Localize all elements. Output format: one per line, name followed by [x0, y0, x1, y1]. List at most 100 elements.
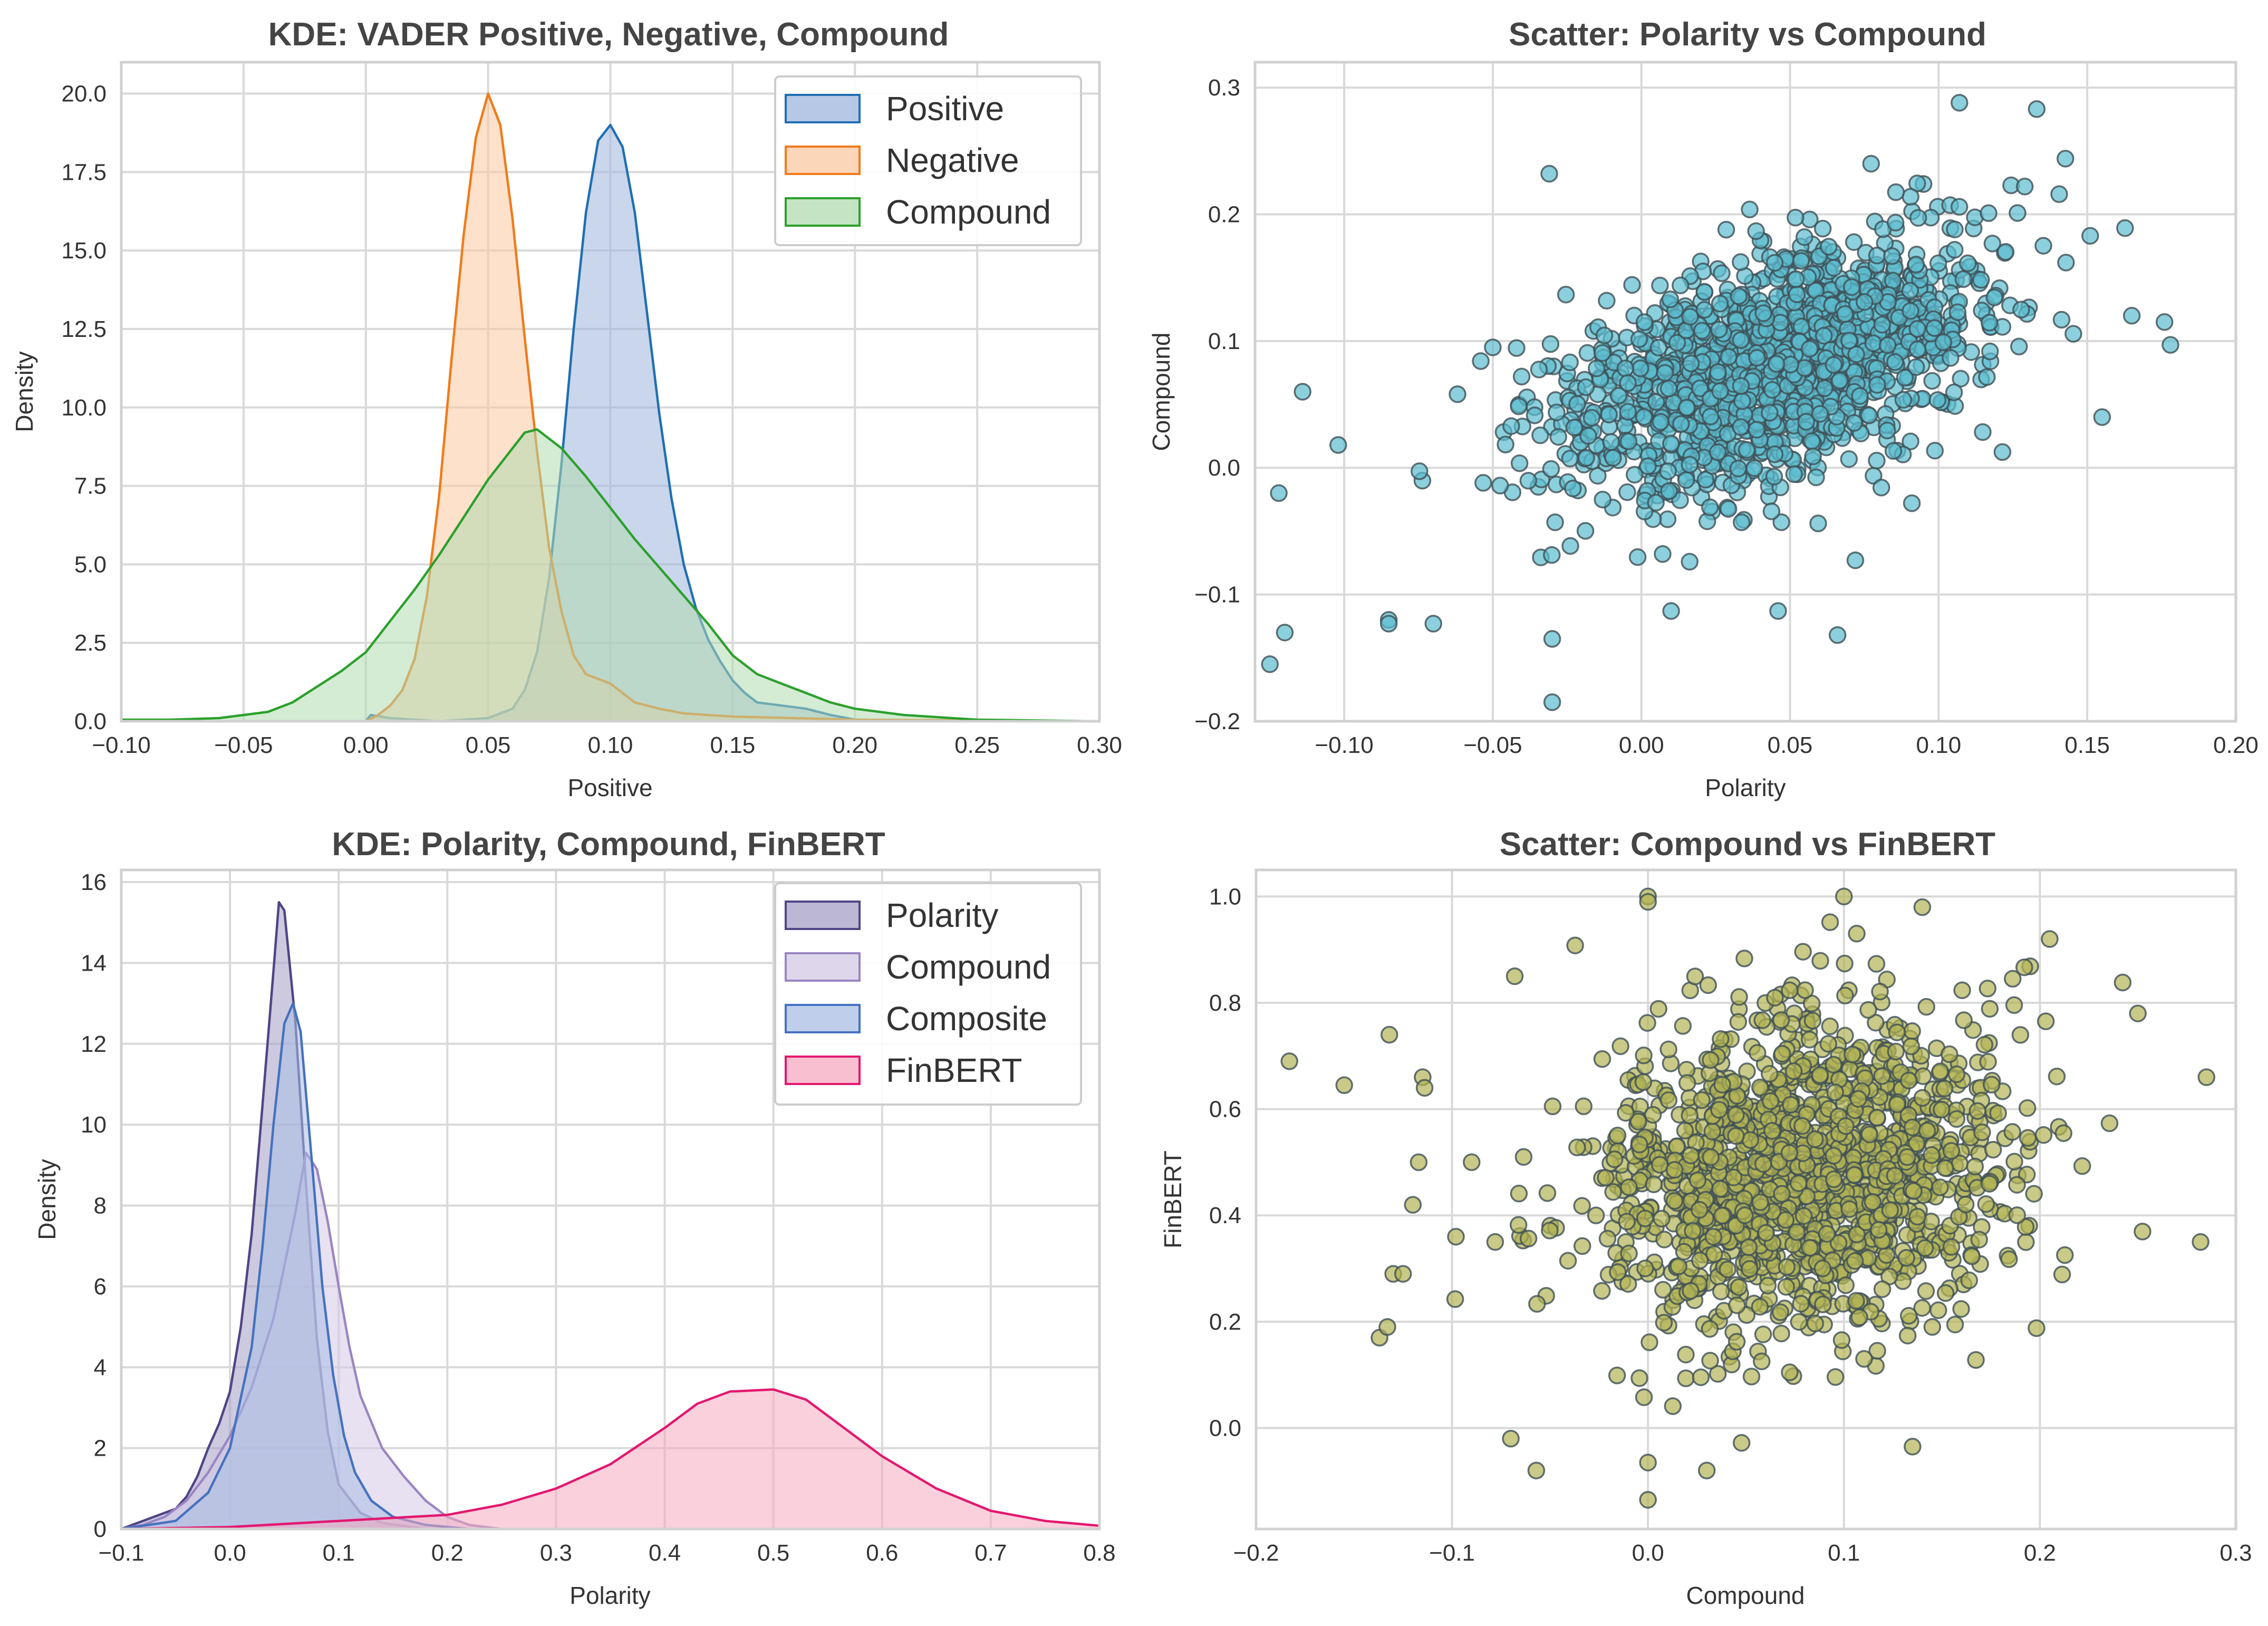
- scatter-point: [1541, 1222, 1559, 1240]
- scatter-point: [1923, 372, 1941, 390]
- scatter-point: [1868, 1108, 1886, 1127]
- scatter-point: [1762, 502, 1781, 520]
- scatter-point: [1424, 615, 1442, 633]
- x-tick-label: 0.6: [866, 1540, 898, 1566]
- scatter-point: [1754, 1325, 1772, 1343]
- scatter-point: [1546, 513, 1564, 531]
- x-tick-label: −0.10: [1315, 732, 1373, 758]
- scatter-point: [1732, 1434, 1751, 1452]
- legend-label-positive: Positive: [886, 90, 1004, 128]
- scatter-point: [1902, 188, 1919, 206]
- scatter-point: [1826, 1368, 1845, 1386]
- scatter-point: [1979, 980, 1997, 998]
- y-tick-label: 6: [94, 1274, 107, 1300]
- scatter-point: [1736, 1206, 1754, 1224]
- scatter-point: [1561, 537, 1579, 555]
- x-tick-label: 0.1: [1828, 1540, 1860, 1566]
- scatter-point: [1662, 434, 1680, 453]
- scatter-point: [1825, 1170, 1843, 1188]
- scatter-point: [1902, 302, 1919, 320]
- scatter-point: [2054, 1124, 2073, 1143]
- scatter-point: [1619, 403, 1637, 421]
- scatter-point: [1732, 253, 1750, 271]
- scatter-point: [1980, 1175, 1999, 1193]
- scatter-point: [1948, 303, 1967, 321]
- scatter-point: [1703, 1122, 1722, 1140]
- y-tick-label: 0.6: [1209, 1097, 1241, 1122]
- scatter-point: [1884, 442, 1903, 460]
- scatter-point: [1618, 483, 1636, 501]
- legend-swatch-positive: [785, 94, 861, 123]
- scatter-point: [1543, 693, 1561, 711]
- scatter-point: [1623, 276, 1641, 294]
- scatter-point: [1963, 1247, 1981, 1265]
- scatter-point: [2050, 185, 2068, 204]
- x-tick-label: 0.05: [466, 732, 511, 758]
- scatter-point: [1931, 1062, 1949, 1080]
- scatter-point: [2005, 996, 2023, 1014]
- scatter-point: [1620, 1244, 1638, 1263]
- scatter-point: [1681, 307, 1699, 326]
- scatter-point: [1936, 1159, 1954, 1177]
- scatter-point: [1840, 1200, 1858, 1218]
- y-tick-label: 0.2: [1209, 1309, 1241, 1335]
- scatter-point: [1769, 602, 1787, 620]
- x-tick-label: 0.20: [832, 732, 877, 758]
- scatter-point: [1741, 200, 1759, 219]
- kde-area-finbert: [121, 1389, 1099, 1529]
- scatter-point: [1871, 982, 1889, 1001]
- scatter-point: [1753, 1011, 1771, 1029]
- scatter-point: [2010, 337, 2028, 356]
- kde-line-finbert: [121, 1388, 1100, 1531]
- scatter-point: [1897, 1249, 1915, 1267]
- x-tick-label: −0.2: [1233, 1540, 1279, 1566]
- kde-area-compound: [121, 429, 1099, 721]
- scatter-point: [1914, 1067, 1932, 1086]
- scatter-point: [1509, 1216, 1528, 1234]
- scatter-point: [1664, 1397, 1682, 1415]
- scatter-point: [1713, 1076, 1731, 1093]
- scatter-point: [1531, 426, 1549, 444]
- legend-label-negative: Negative: [886, 141, 1019, 179]
- x-tick-label: 0.20: [2213, 732, 2259, 758]
- scatter-point: [1619, 1275, 1637, 1293]
- scatter-point: [1981, 1000, 1999, 1018]
- scatter-point: [2048, 1067, 2066, 1086]
- scatter-point: [1813, 219, 1832, 238]
- scatter-point: [1903, 494, 1921, 512]
- scatter-point: [1935, 1079, 1954, 1098]
- scatter-point: [1894, 391, 1913, 409]
- scatter-point: [1659, 380, 1678, 398]
- scatter-point: [1759, 1276, 1777, 1295]
- kde-area-positive: [121, 125, 1099, 721]
- legend-label-compound: Compound: [886, 193, 1051, 231]
- scatter-point: [1751, 1078, 1769, 1097]
- scatter-point: [1276, 623, 1294, 642]
- scatter-point: [1887, 183, 1905, 201]
- scatter-point: [1980, 204, 1997, 222]
- scatter-point: [1909, 209, 1927, 227]
- scatter-point: [1713, 264, 1731, 283]
- scatter-point: [1967, 1351, 1985, 1369]
- scatter-point: [1647, 393, 1665, 411]
- x-tick-label: 0.2: [2024, 1540, 2056, 1566]
- scatter-point: [1837, 1117, 1855, 1135]
- scatter-point: [1618, 1213, 1636, 1231]
- scatter-point: [1598, 292, 1616, 310]
- scatter-point: [2009, 204, 2026, 222]
- scatter-point: [1925, 319, 1944, 337]
- scatter-point: [1730, 1278, 1748, 1296]
- scatter-point: [1901, 282, 1919, 299]
- scatter-point: [1704, 1228, 1723, 1246]
- x-tick-label: 0.4: [649, 1540, 681, 1566]
- x-tick-label: 0.10: [588, 732, 633, 758]
- scatter-point: [1378, 1318, 1396, 1336]
- kde-vader-ticks: −0.10 −0.05 0.00 0.05 0.10 0.15 0.20 0.25 0.30 0.…: [61, 81, 1122, 758]
- scatter-point: [1732, 513, 1751, 531]
- y-tick-label: 14: [81, 950, 107, 976]
- scatter-point: [1945, 383, 1963, 401]
- scatter-point: [1699, 976, 1717, 994]
- scatter-point: [1701, 498, 1719, 517]
- scatter-point: [1898, 1327, 1917, 1344]
